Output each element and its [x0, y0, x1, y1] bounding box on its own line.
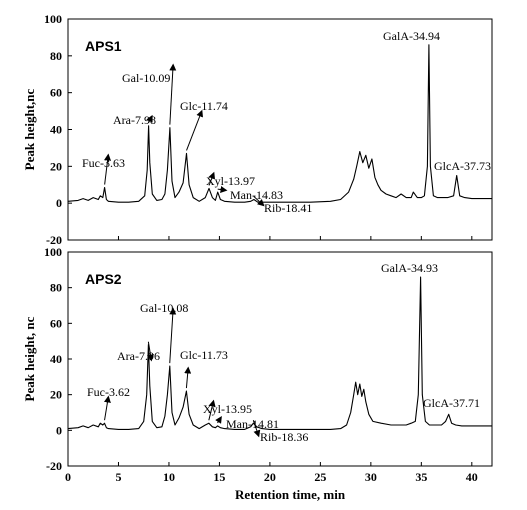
- peak-annotation: Xyl-13.97: [206, 174, 255, 188]
- peak-annotation: GalA-34.93: [381, 261, 438, 275]
- x-tick-label: 40: [466, 470, 478, 484]
- panel-title: APS2: [85, 271, 122, 287]
- peak-annotation: Ara-7.96: [117, 349, 160, 363]
- y-tick-label: 0: [56, 196, 62, 210]
- annotation-arrow: [253, 196, 265, 207]
- annotation-arrow: [208, 399, 216, 421]
- y-tick-label: -20: [46, 233, 62, 247]
- annotation-arrow: [215, 416, 222, 424]
- y-tick-label: 100: [44, 245, 62, 259]
- annotation-arrow: [146, 341, 154, 362]
- y-tick-label: 60: [50, 86, 62, 100]
- y-tick-label: 20: [50, 388, 62, 402]
- peak-annotation: Ara-7.98: [113, 113, 156, 127]
- annotation-arrow: [146, 114, 153, 124]
- annotation-arrow: [169, 63, 177, 125]
- annotation-arrow: [184, 366, 192, 389]
- panel-title: APS1: [85, 38, 122, 54]
- chromatogram-trace: [67, 276, 492, 430]
- peak-annotation: Fuc-3.62: [87, 385, 130, 399]
- peak-annotation: Glc-11.73: [180, 348, 228, 362]
- chart-panel-1: -20 0 20 40 60 80 100 Peak height,nc APS1 Fuc-3.6…: [22, 12, 493, 247]
- y-tick-label: 60: [50, 316, 62, 330]
- annotation-arrow: [103, 395, 111, 421]
- y-axis-label: Peak height, nc: [22, 316, 37, 401]
- annotation-arrow: [186, 109, 204, 151]
- x-tick-label: 20: [264, 470, 276, 484]
- annotation-arrow: [104, 153, 112, 185]
- peak-annotation: GalA-34.94: [383, 29, 440, 43]
- annotation-arrow: [169, 307, 177, 364]
- peak-annotation: GlcA-37.73: [434, 159, 491, 173]
- x-tick-label: 15: [213, 470, 225, 484]
- peak-annotation: GlcA-37.71: [423, 396, 480, 410]
- peak-annotation: Man-14.81: [226, 417, 279, 431]
- x-tick-label: 30: [365, 470, 377, 484]
- peak-annotation: Glc-11.74: [180, 99, 228, 113]
- y-tick-label: -20: [46, 459, 62, 473]
- x-axis-label: Retention time, min: [235, 487, 346, 502]
- y-tick-label: 80: [50, 281, 62, 295]
- peak-annotation: Rib-18.36: [260, 430, 308, 444]
- peak-annotation: Gal-10.09: [122, 71, 170, 85]
- x-tick-label: 10: [163, 470, 175, 484]
- y-tick-label: 0: [56, 423, 62, 437]
- y-tick-label: 40: [50, 352, 62, 366]
- annotation-arrow: [217, 186, 228, 193]
- peak-annotation: Fuc-3.63: [82, 156, 125, 170]
- x-tick-label: 25: [314, 470, 326, 484]
- peak-annotation: Rib-18.41: [264, 201, 312, 215]
- x-tick-label: 0: [65, 470, 71, 484]
- y-tick-label: 40: [50, 123, 62, 137]
- chromatogram-trace: [67, 44, 492, 203]
- peak-annotation: Man-14.83: [230, 188, 283, 202]
- annotation-arrow: [252, 420, 261, 438]
- x-tick-label: 35: [415, 470, 427, 484]
- y-tick-label: 100: [44, 12, 62, 26]
- y-axis-label: Peak height,nc: [22, 88, 37, 170]
- peak-annotation: Gal-10.08: [140, 301, 188, 315]
- y-tick-label: 20: [50, 159, 62, 173]
- y-tick-label: 80: [50, 49, 62, 63]
- annotation-arrow: [208, 171, 216, 186]
- x-tick-label: 5: [115, 470, 121, 484]
